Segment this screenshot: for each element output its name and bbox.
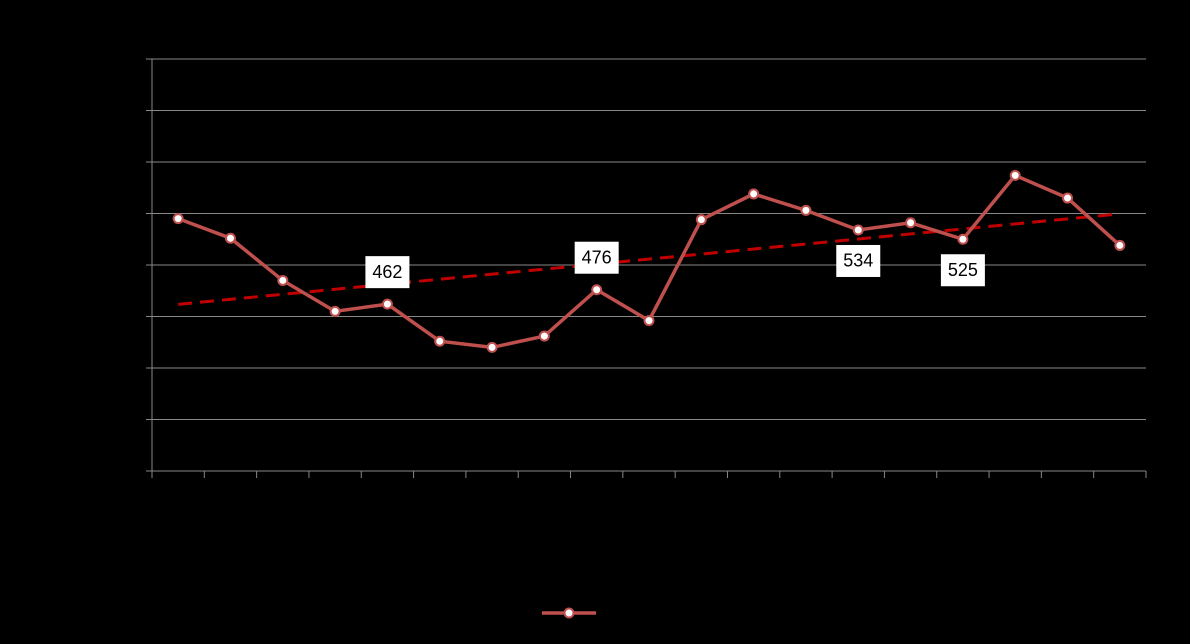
y-tick-label: 400 — [112, 357, 142, 377]
y-tick-label: 350 — [112, 408, 142, 428]
data-label-group: 525 — [940, 254, 985, 287]
point — [224, 232, 236, 244]
point — [905, 217, 917, 229]
legend-marker — [563, 607, 575, 619]
y-tick-label: 600 — [112, 151, 142, 171]
data-label: 476 — [582, 247, 612, 267]
point — [329, 305, 341, 317]
point — [1114, 239, 1126, 251]
data-label-group: 462 — [365, 256, 410, 289]
point — [748, 188, 760, 200]
data-label-box — [574, 241, 619, 274]
data-label-group: 476 — [574, 241, 619, 274]
data-label-group: 534 — [836, 244, 881, 277]
y-tick-label: 500 — [112, 254, 142, 274]
point — [172, 213, 184, 225]
y-tick-label: 700 — [112, 48, 142, 68]
point — [957, 233, 969, 245]
point — [538, 330, 550, 342]
point — [591, 284, 603, 296]
point — [852, 224, 864, 236]
point — [695, 214, 707, 226]
data-label: 534 — [843, 251, 873, 271]
point — [277, 274, 289, 286]
data-label: 525 — [948, 260, 978, 280]
y-tick-label: 650 — [112, 99, 142, 119]
point — [800, 204, 812, 216]
y-tick-label: 300 — [112, 460, 142, 480]
point — [1009, 169, 1021, 181]
point — [381, 298, 393, 310]
data-label-box — [940, 254, 985, 287]
point — [1062, 192, 1074, 204]
point — [434, 335, 446, 347]
point — [486, 341, 498, 353]
data-label-box — [365, 256, 410, 289]
data-label: 462 — [372, 262, 402, 282]
y-tick-label: 550 — [112, 202, 142, 222]
point — [643, 315, 655, 327]
data-label-box — [836, 244, 881, 277]
y-tick-label: 450 — [112, 305, 142, 325]
trendline — [178, 212, 1120, 306]
